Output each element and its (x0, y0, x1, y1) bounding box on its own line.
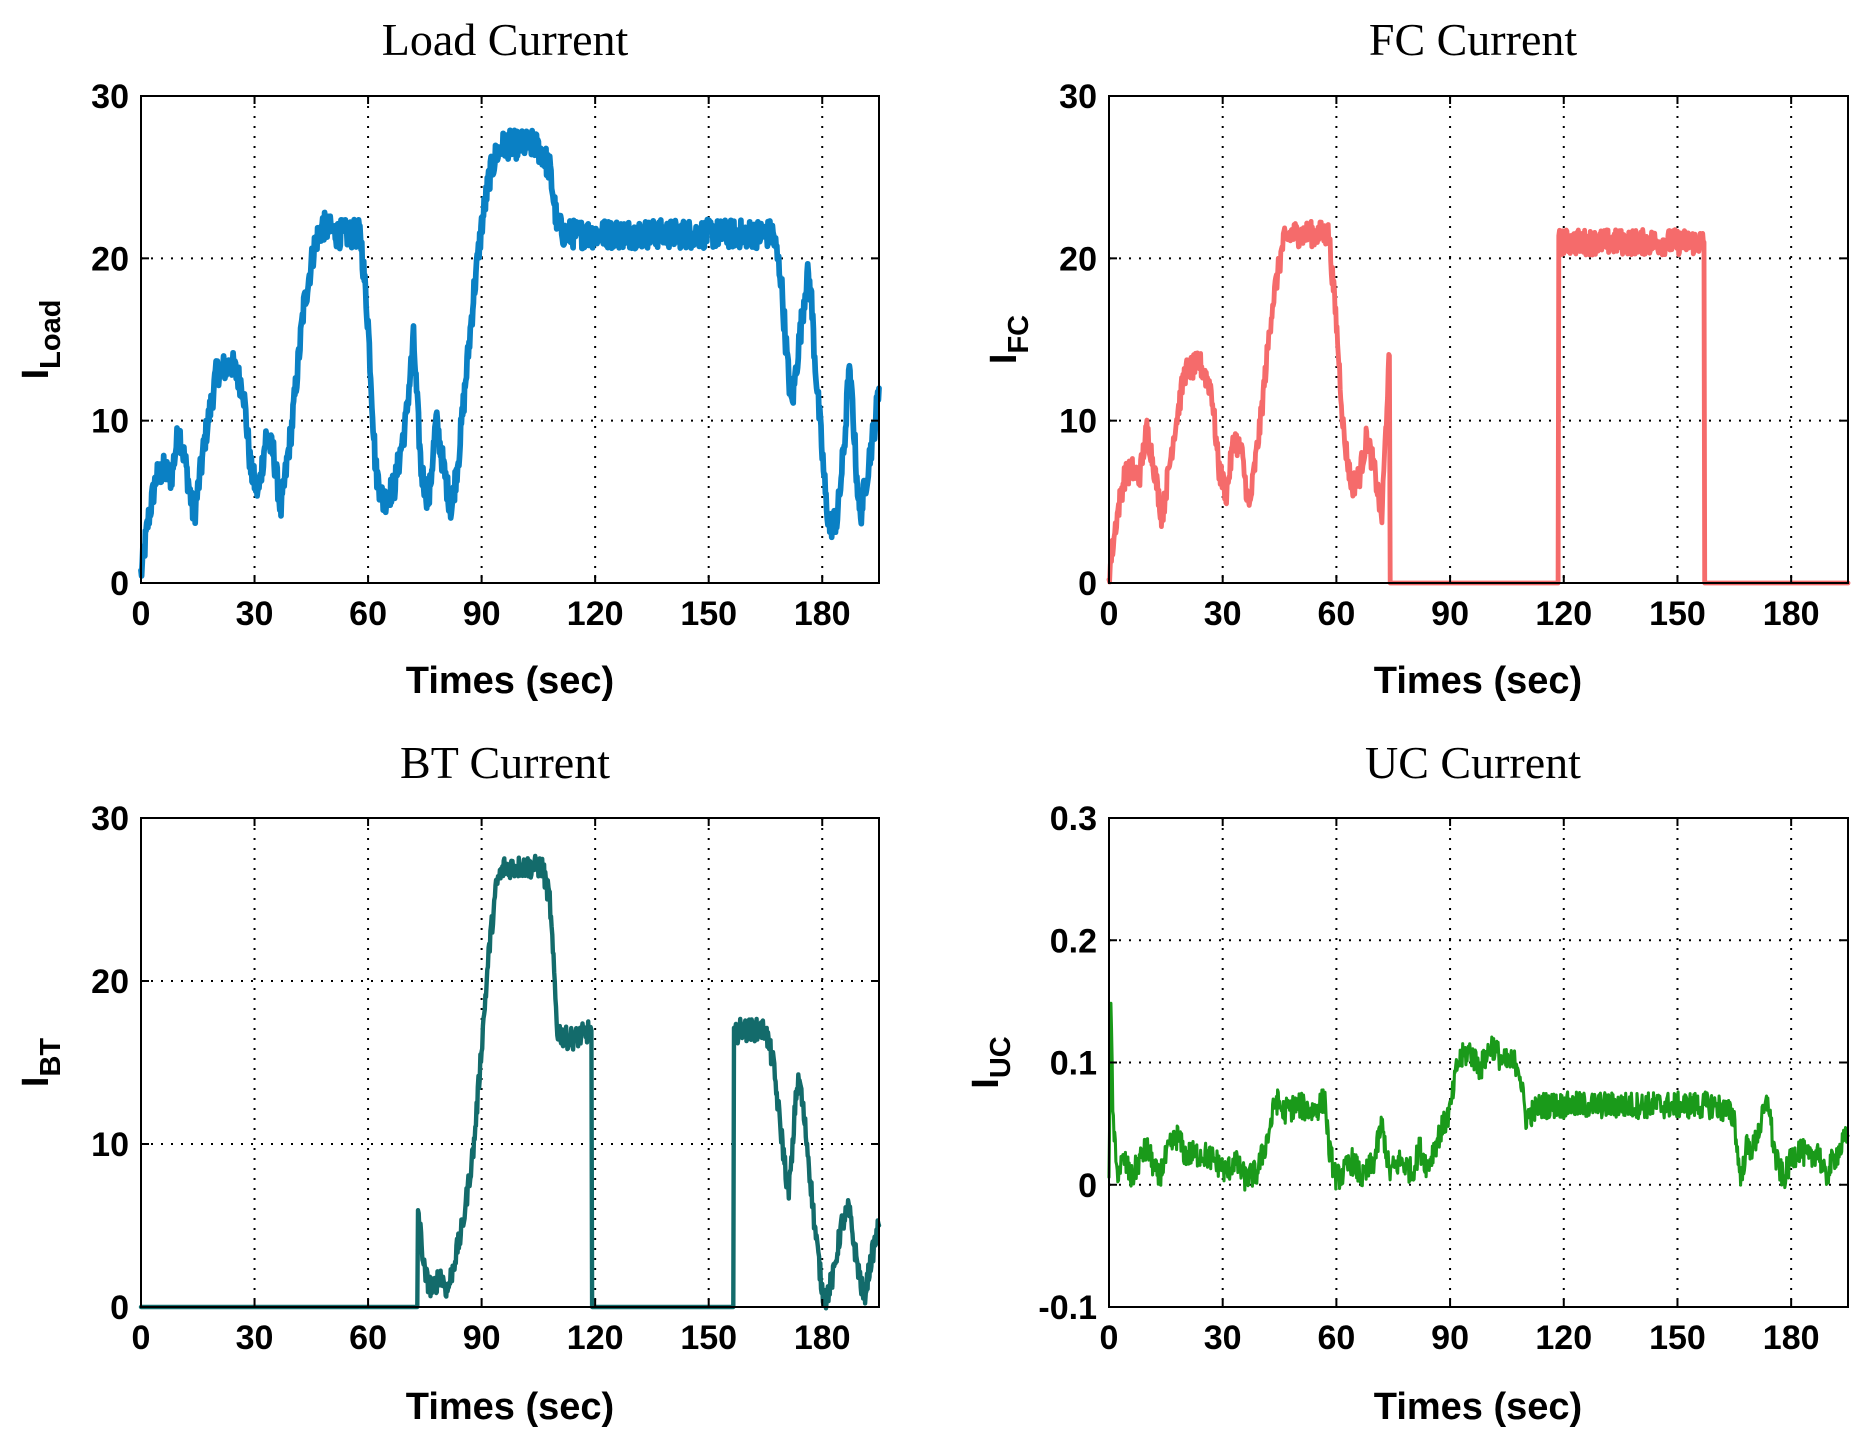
x-tick-label: 120 (567, 595, 624, 633)
y-tick-label: 10 (91, 403, 129, 441)
y-tick-label: 0 (110, 1289, 129, 1327)
x-tick-label: 120 (567, 1319, 624, 1357)
chart-uc-current: UC Current 0 30 60 90 120 150 180-0.100.10.20.… (965, 737, 1850, 1428)
x-tick-label: 0 (132, 595, 151, 633)
x-tick-label: 180 (794, 1319, 851, 1357)
x-tick-label: 60 (1317, 595, 1355, 633)
y-tick-label: 20 (91, 240, 129, 278)
x-tick-label: 30 (236, 595, 274, 633)
x-tick-label: 30 (1204, 595, 1242, 633)
x-tick-label: 60 (349, 595, 387, 633)
chart-title: UC Current (1365, 737, 1581, 788)
x-tick-label: 90 (463, 595, 501, 633)
x-tick-label: 30 (1204, 1319, 1242, 1357)
y-axis-label-main: I (983, 354, 1025, 365)
y-axis-label: IFC (983, 315, 1035, 364)
y-tick-label: 20 (1059, 240, 1097, 278)
y-axis-label-main: I (15, 1077, 57, 1088)
x-tick-label: 0 (1100, 595, 1119, 633)
y-axis-label: IBT (15, 1038, 67, 1088)
x-tick-label: 120 (1535, 1319, 1592, 1357)
series-line (138, 127, 882, 579)
x-tick-label: 90 (463, 1319, 501, 1357)
chart-title: FC Current (1369, 14, 1578, 65)
y-tick-label: 30 (91, 78, 129, 116)
y-axis-label-sub: FC (1003, 315, 1035, 354)
y-tick-label: 10 (91, 1126, 129, 1164)
y-axis-label-main: I (15, 369, 57, 380)
y-tick-label: 20 (91, 963, 129, 1001)
x-tick-label: 150 (1649, 595, 1706, 633)
chart-bt-current: BT Current 0 30 60 90 120 150 180 0 10 20 30 Times… (15, 737, 882, 1428)
plot-area (140, 817, 880, 1308)
y-tick-label: 30 (1059, 78, 1097, 116)
x-tick-label: 120 (1535, 595, 1592, 633)
chart-title: BT Current (400, 737, 610, 788)
y-tick-label: 30 (91, 800, 129, 838)
x-tick-label: 30 (236, 1319, 274, 1357)
x-axis-label: Times (sec) (1374, 1386, 1582, 1428)
y-axis-label: IUC (965, 1036, 1017, 1089)
y-axis-label-main: I (965, 1078, 1007, 1089)
x-tick-label: 180 (1763, 595, 1820, 633)
x-tick-label: 180 (794, 595, 851, 633)
x-axis-label: Times (sec) (406, 660, 614, 702)
y-tick-label: 0.3 (1050, 800, 1097, 838)
y-tick-label: -0.1 (1038, 1289, 1097, 1327)
y-axis-label-sub: Load (35, 300, 67, 369)
x-tick-label: 0 (1100, 1319, 1119, 1357)
y-tick-label: 0 (1078, 1167, 1097, 1205)
chart-fc-current: FC Current 0 30 60 90 120 150 180 0 10 20 30 Times… (983, 14, 1851, 702)
chart-load-current: Load Current 0 30 60 90 120 150 180 0 10 20 30 Tim… (15, 14, 882, 702)
x-tick-label: 180 (1763, 1319, 1820, 1357)
x-axis-label: Times (sec) (1374, 660, 1582, 702)
series-line (1107, 1001, 1850, 1192)
y-tick-label: 0.2 (1050, 922, 1097, 960)
y-tick-label: 0 (1078, 565, 1097, 603)
series-line (138, 853, 882, 1311)
y-axis-label-sub: UC (985, 1036, 1017, 1078)
x-tick-label: 150 (680, 595, 737, 633)
series-line (1106, 218, 1851, 586)
chart-title: Load Current (382, 14, 629, 65)
y-axis-label: ILoad (15, 300, 67, 380)
y-tick-label: 0 (110, 565, 129, 603)
x-tick-label: 150 (680, 1319, 737, 1357)
x-tick-label: 60 (349, 1319, 387, 1357)
y-tick-label: 10 (1059, 403, 1097, 441)
y-axis-label-sub: BT (35, 1038, 67, 1077)
x-tick-label: 90 (1431, 595, 1469, 633)
plot-area (140, 95, 880, 584)
y-tick-label: 0.1 (1050, 1045, 1097, 1083)
x-tick-label: 60 (1317, 1319, 1355, 1357)
x-tick-label: 0 (132, 1319, 151, 1357)
x-tick-label: 90 (1431, 1319, 1469, 1357)
x-axis-label: Times (sec) (406, 1386, 614, 1428)
x-tick-label: 150 (1649, 1319, 1706, 1357)
plot-area (1108, 95, 1849, 584)
